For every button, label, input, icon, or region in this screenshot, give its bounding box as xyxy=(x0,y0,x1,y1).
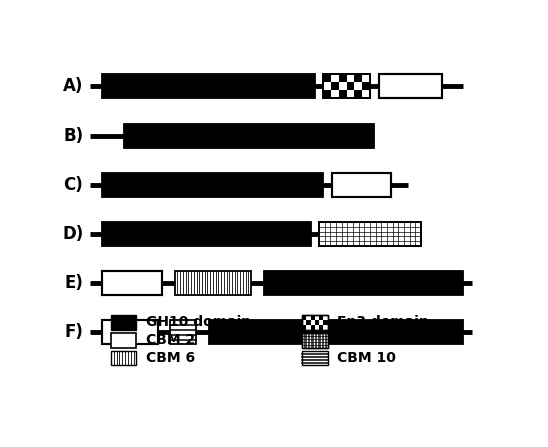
Text: CBM 6: CBM 6 xyxy=(146,351,195,365)
Text: E): E) xyxy=(65,274,83,292)
Bar xyxy=(175,271,251,295)
Bar xyxy=(323,320,328,325)
Bar xyxy=(302,325,306,330)
Bar xyxy=(323,74,370,98)
Bar xyxy=(124,123,374,148)
Bar xyxy=(339,74,347,82)
Text: B): B) xyxy=(63,127,83,144)
Text: CBM 10: CBM 10 xyxy=(337,351,396,365)
Bar xyxy=(331,82,339,90)
Text: Fn3 domain: Fn3 domain xyxy=(337,316,429,329)
Text: CBM 2: CBM 2 xyxy=(146,333,195,347)
Bar xyxy=(264,271,464,295)
Text: GH10 domain: GH10 domain xyxy=(146,316,251,329)
Bar xyxy=(355,90,362,98)
Bar xyxy=(323,90,331,98)
Bar xyxy=(347,82,355,90)
Bar xyxy=(339,90,347,98)
Bar xyxy=(306,320,311,325)
Bar xyxy=(362,82,370,90)
Bar xyxy=(355,74,362,82)
Bar xyxy=(311,325,315,330)
Bar xyxy=(302,315,328,330)
Bar xyxy=(102,173,323,197)
Bar xyxy=(379,74,442,98)
Bar xyxy=(319,325,323,330)
Bar xyxy=(102,222,311,246)
Bar xyxy=(102,320,158,345)
Bar xyxy=(209,320,464,345)
Bar xyxy=(319,315,323,320)
Text: C): C) xyxy=(64,176,83,194)
Bar xyxy=(311,315,315,320)
Bar xyxy=(323,74,331,82)
Bar xyxy=(332,173,391,197)
Bar xyxy=(302,315,306,320)
Bar xyxy=(111,351,136,366)
Bar xyxy=(102,74,315,98)
Bar xyxy=(319,222,421,246)
Bar xyxy=(302,351,328,366)
Bar xyxy=(111,315,136,330)
Text: Ricin domain: Ricin domain xyxy=(337,333,438,347)
Bar xyxy=(302,315,328,330)
Text: F): F) xyxy=(65,324,83,342)
Text: A): A) xyxy=(63,77,83,95)
Bar xyxy=(111,333,136,348)
Bar xyxy=(302,333,328,348)
Text: D): D) xyxy=(62,225,83,243)
Bar xyxy=(102,271,162,295)
Bar xyxy=(323,74,370,98)
Bar xyxy=(315,320,319,325)
Bar xyxy=(302,333,328,348)
Bar xyxy=(170,320,196,345)
Bar xyxy=(319,222,421,246)
